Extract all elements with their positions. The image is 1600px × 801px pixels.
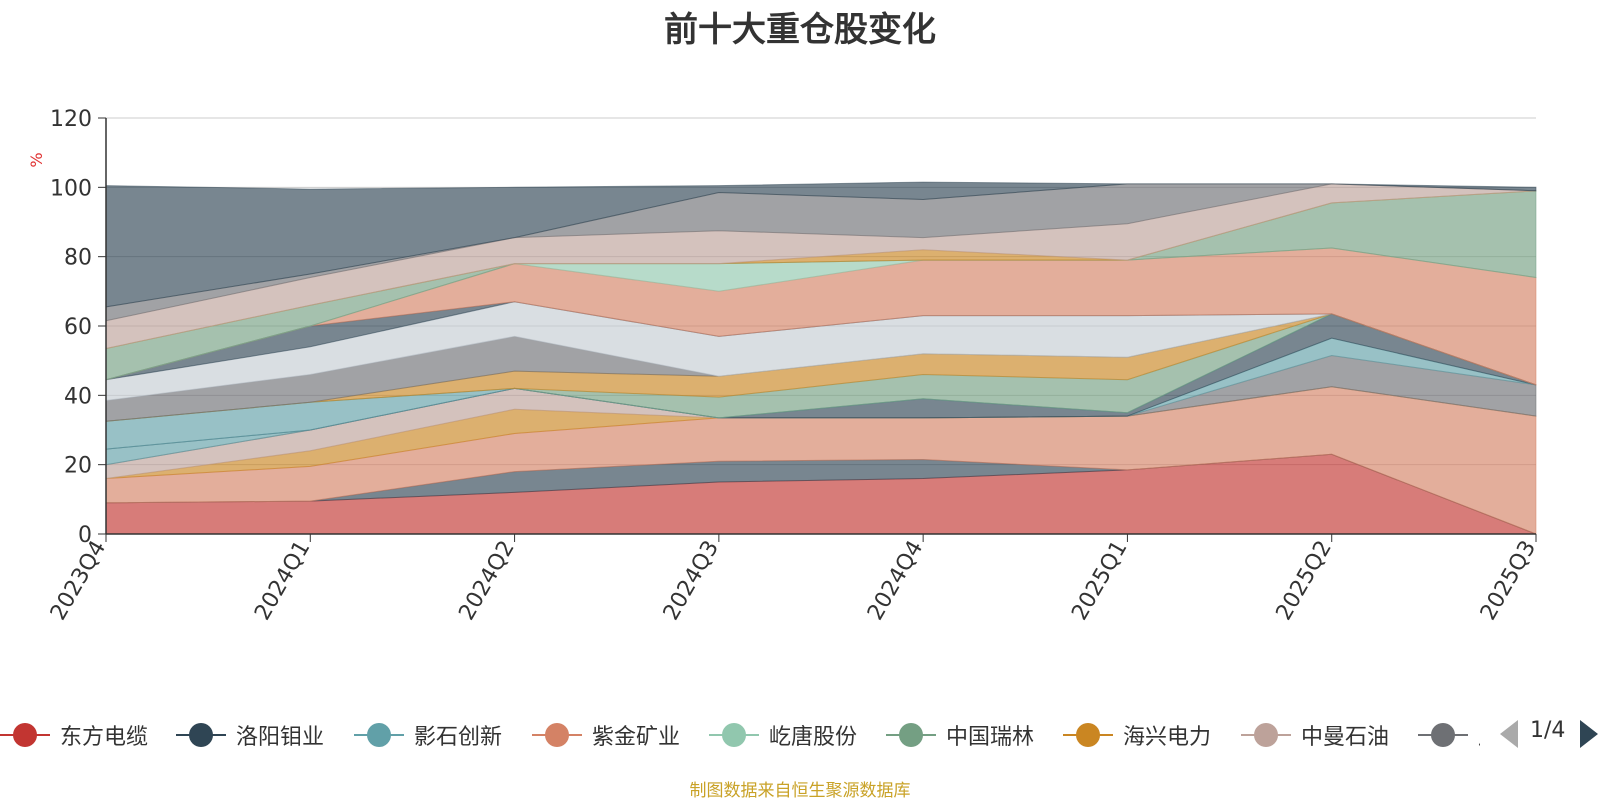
- legend-label: 东方电缆: [60, 725, 149, 750]
- legend-label: 洛阳钼业: [236, 725, 325, 750]
- legend-label: 中国瑞林: [946, 725, 1035, 750]
- legend-item[interactable]: 东方电缆: [0, 715, 148, 755]
- chart-plot: 0 20 40 60 80 100 120% 2023Q4 2024Q1 2024Q2 2024Q3…: [27, 107, 1541, 625]
- legend-marker-icon: [709, 722, 759, 748]
- legend-item[interactable]: 广: [1418, 715, 1480, 755]
- y-tick-label-1: 20: [64, 454, 92, 479]
- x-tick-label-4: 2024Q4: [863, 537, 928, 625]
- y-tick-label-4: 80: [64, 246, 92, 271]
- y-tick-label-6: 120: [50, 107, 92, 132]
- x-tick-label-1: 2024Q1: [250, 537, 315, 625]
- legend-marker-icon: [0, 722, 50, 748]
- legend-marker-icon: [354, 722, 404, 748]
- y-tick-label-3: 60: [64, 315, 92, 340]
- legend-label: 屹唐股份: [769, 725, 858, 750]
- y-tick-label-2: 40: [64, 384, 92, 409]
- x-tick-label-3: 2024Q3: [659, 537, 724, 625]
- source-note: 制图数据来自恒生聚源数据库: [689, 781, 911, 801]
- legend-item[interactable]: 海兴电力: [1063, 715, 1211, 755]
- legend-item[interactable]: 洛阳钼业: [176, 715, 324, 755]
- x-tick-label-5: 2025Q1: [1067, 537, 1132, 625]
- legend-label: 海兴电力: [1123, 725, 1212, 750]
- legend-marker-icon: [886, 722, 936, 748]
- y-tick-label-5: 100: [50, 176, 92, 201]
- pager-text: 1/4: [1530, 718, 1566, 743]
- chart-title: 前十大重仓股变化: [664, 10, 936, 50]
- x-tick-label-0: 2023Q4: [46, 537, 111, 625]
- legend-label: 中曼石油: [1301, 725, 1390, 750]
- legend-marker-icon: [1418, 722, 1468, 748]
- legend-label: 紫金矿业: [592, 725, 681, 750]
- legend-item[interactable]: 紫金矿业: [532, 715, 680, 755]
- legend-marker-icon: [1063, 722, 1113, 748]
- pager-next-icon[interactable]: [1580, 720, 1598, 748]
- legend: 东方电缆 洛阳钼业 影石创新 紫金矿业 屹唐股份 中国瑞林 海兴电力 中曼石油 广: [0, 715, 1480, 759]
- legend-marker-icon: [532, 722, 582, 748]
- legend-label: 广: [1478, 719, 1480, 751]
- legend-item[interactable]: 中国瑞林: [886, 715, 1034, 755]
- y-tick-label-0: 0: [78, 523, 92, 548]
- x-tick-label-6: 2025Q2: [1272, 537, 1337, 625]
- x-tick-label-7: 2025Q3: [1476, 537, 1541, 625]
- pager-prev-icon[interactable]: [1500, 720, 1518, 748]
- legend-item[interactable]: 中曼石油: [1241, 715, 1389, 755]
- legend-label: 影石创新: [414, 725, 503, 750]
- legend-pager: 1/4: [1500, 718, 1600, 754]
- legend-marker-icon: [1241, 722, 1291, 748]
- legend-item[interactable]: 屹唐股份: [709, 715, 857, 755]
- area-series-20: [105, 181, 1537, 308]
- x-tick-label-2: 2024Q2: [454, 537, 519, 625]
- legend-item[interactable]: 影石创新: [354, 715, 502, 755]
- y-axis-unit: %: [27, 152, 46, 167]
- legend-marker-icon: [176, 722, 226, 748]
